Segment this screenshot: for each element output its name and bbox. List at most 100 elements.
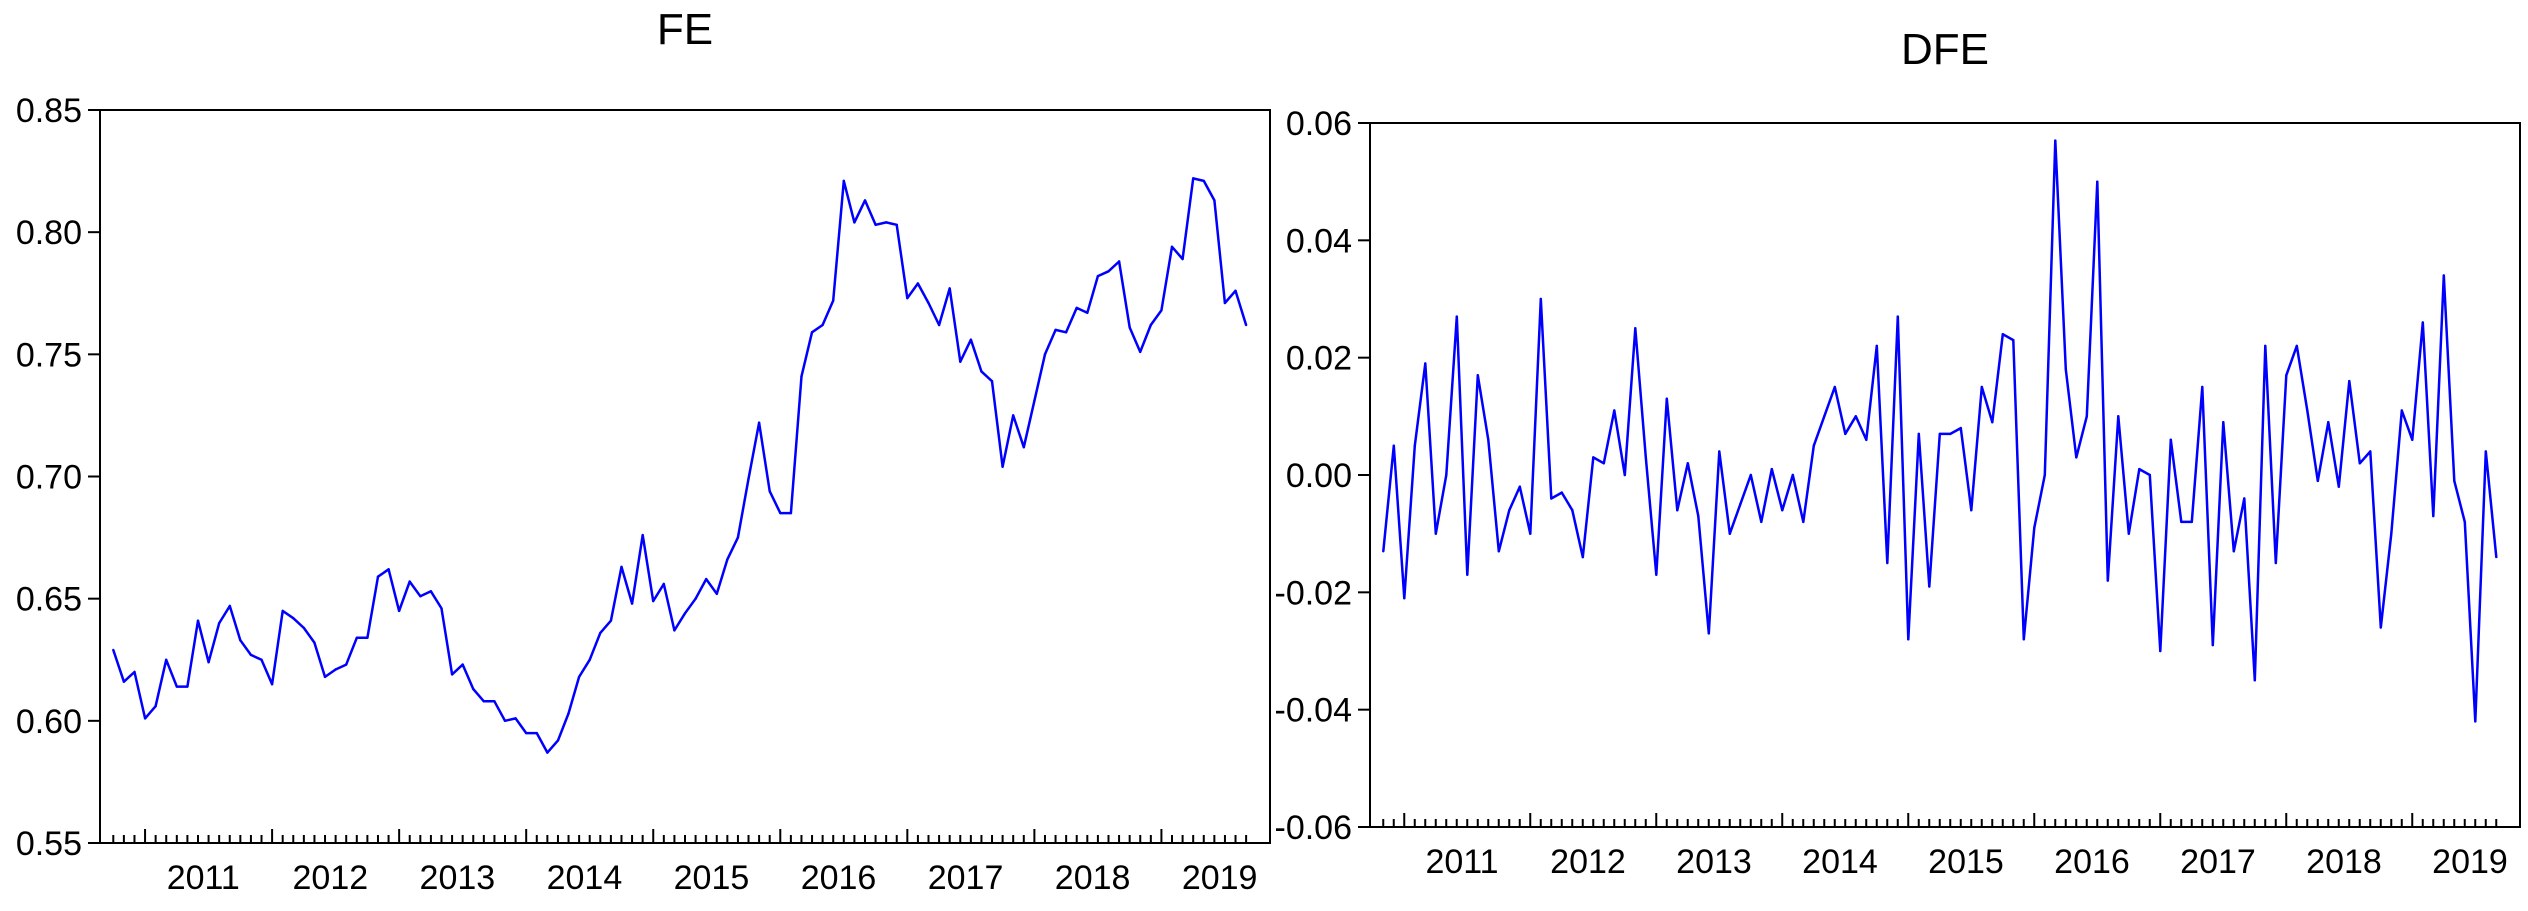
dfe-data-point (1581, 555, 1585, 559)
fe-data-point (673, 629, 676, 632)
fe-data-point (112, 648, 115, 652)
dfe-data-point (2285, 374, 2288, 377)
fe-data-point (874, 223, 877, 226)
fe-data-point (1012, 414, 1015, 417)
dfe-data-point (1938, 432, 1942, 436)
fe-chart: FE 0.55 0.60 0.65 0.70 0.75 0.80 0.85 2011 2012 2… (16, 5, 1271, 897)
fe-data-point (683, 612, 687, 615)
fe-x-tick-label: 2013 (420, 859, 496, 897)
fe-data-point (1043, 353, 1047, 356)
fe-x-tick-label: 2014 (547, 859, 623, 897)
dfe-y-tick-label: -0.02 (1275, 574, 1353, 612)
dfe-data-point (1718, 450, 1721, 453)
fe-data-point (1033, 399, 1036, 402)
dfe-data-point (2169, 438, 2172, 441)
fe-data-point (461, 663, 464, 666)
dfe-data-point (1613, 409, 1616, 412)
fe-data-point (249, 653, 253, 657)
dfe-data-point (1644, 456, 1648, 459)
dfe-data-point (2274, 561, 2277, 565)
fe-data-point (1086, 311, 1089, 314)
fe-data-point (196, 619, 200, 622)
fe-data-point (281, 609, 284, 613)
fe-data-point (969, 338, 973, 341)
dfe-data-point (1686, 462, 1690, 465)
fe-data-point (789, 511, 793, 515)
dfe-data-point (1476, 374, 1480, 377)
dfe-data-point (2148, 473, 2151, 477)
dfe-data-point (1875, 344, 1879, 348)
fe-data-point (609, 619, 613, 622)
fe-data-point (302, 626, 306, 630)
fe-x-tick-label: 2011 (167, 859, 240, 897)
fe-data-point (1160, 309, 1163, 312)
fe-data-point (1170, 245, 1174, 248)
fe-x-tick-label: 2016 (801, 859, 877, 897)
dfe-data-point (1592, 456, 1595, 459)
fe-data-point (1054, 328, 1057, 332)
fe-data-point (1244, 323, 1248, 327)
fe-x-tick-label: 2015 (674, 859, 750, 897)
dfe-y-tick-label: 0.06 (1286, 105, 1352, 143)
fe-data-point (736, 536, 740, 539)
dfe-x-tick-label: 2011 (1425, 843, 1498, 881)
fe-x-tick-label: 2018 (1055, 859, 1131, 897)
dfe-data-point (2358, 462, 2361, 465)
fe-data-point (842, 179, 845, 183)
dfe-data-point (2348, 379, 2351, 383)
dfe-data-point (1907, 638, 1910, 641)
dfe-plot-frame (1369, 122, 2521, 828)
fe-data-point (652, 599, 655, 603)
fe-data-point (345, 663, 348, 666)
fe-data-point (408, 580, 411, 583)
fe-data-point (207, 661, 210, 664)
dfe-data-point (1812, 444, 1816, 447)
fe-data-point (334, 668, 337, 671)
dfe-x-tick-label: 2013 (1676, 843, 1752, 881)
fe-data-point (387, 568, 390, 571)
fe-data-point (620, 565, 623, 569)
fe-data-point (1181, 257, 1184, 261)
fe-data-point (1149, 323, 1153, 327)
dfe-data-point (2232, 550, 2235, 553)
fe-data-point (546, 751, 549, 754)
dfe-data-point (2075, 456, 2078, 459)
dfe-data-point (2316, 479, 2319, 483)
fe-data-point (832, 299, 835, 302)
dfe-data-point (2117, 415, 2120, 418)
dfe-data-point (1676, 509, 1679, 512)
fe-data-point (1139, 350, 1142, 354)
dfe-data-point (1434, 532, 1438, 535)
dfe-data-point (2127, 532, 2130, 535)
fe-y-tick-label: 0.65 (16, 581, 82, 619)
fe-data-point (1213, 199, 1216, 202)
fe-data-point (186, 685, 189, 688)
fe-data-point (1107, 270, 1110, 273)
dfe-data-point (2054, 139, 2057, 142)
fe-data-point (239, 639, 242, 642)
dfe-data-point (1728, 532, 1732, 535)
dfe-y-tick-label: 0.04 (1286, 222, 1352, 260)
dfe-data-point (2474, 720, 2477, 723)
fe-data-point (175, 685, 178, 688)
fe-data-point (1096, 274, 1100, 278)
fe-data-point (768, 490, 771, 493)
fe-data-point (228, 604, 231, 608)
fe-data-point (1192, 177, 1195, 180)
dfe-y-tick-label: -0.06 (1275, 809, 1353, 847)
dfe-data-point (1455, 315, 1459, 318)
fe-data-point (810, 331, 814, 334)
fe-data-point (1128, 326, 1131, 329)
dfe-data-point (1991, 421, 1994, 424)
dfe-data-point (2295, 344, 2298, 348)
dfe-data-point (1980, 385, 1984, 389)
dfe-data-point (2421, 321, 2424, 324)
dfe-data-point (2390, 532, 2393, 535)
fe-data-point (525, 731, 528, 735)
dfe-data-point (1445, 473, 1448, 477)
dfe-data-point (1560, 491, 1564, 494)
dfe-x-tick-label: 2015 (1928, 843, 2004, 881)
fe-data-point (757, 421, 761, 424)
dfe-data-point (1529, 532, 1532, 535)
